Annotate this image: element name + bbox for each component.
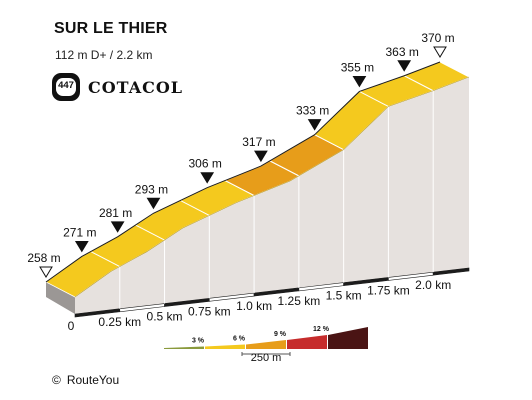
elevation-label: 333 m: [296, 104, 329, 118]
profile-left-cap: [46, 282, 75, 314]
profile-face: [46, 77, 470, 318]
top-km-line: [403, 75, 434, 92]
elevation-marker: [146, 197, 161, 210]
profile-top-surface: [45, 61, 470, 298]
x-tick-label: 0.75 km: [188, 304, 231, 318]
x-tick-label: 2.0 km: [415, 278, 451, 292]
front-edge: [74, 76, 470, 298]
legend-swatch: [287, 335, 327, 349]
footer-credit: © RouteYou: [52, 373, 119, 387]
climb-stats: 112 m D+ / 2.2 km: [55, 48, 153, 62]
top-km-line: [224, 180, 255, 196]
elevation-label: 306 m: [189, 157, 222, 171]
climb-title: SUR LE THIER: [54, 20, 168, 37]
elevation-marker: [397, 60, 412, 72]
elevation-marker: [74, 240, 89, 253]
x-tick-label: 0.25 km: [98, 315, 141, 329]
legend-label: 12 %: [313, 326, 330, 333]
elevation-label: 281 m: [99, 206, 132, 220]
legend-label: 9 %: [274, 331, 287, 338]
profile-front-face: [75, 77, 469, 314]
elevation-marker-hollow: [433, 46, 447, 58]
legend-swatch: [328, 327, 368, 349]
elevation-marker: [307, 119, 322, 131]
base-band: [432, 267, 470, 276]
x-tick-label: 0: [68, 319, 75, 333]
legend-swatch: [164, 346, 204, 349]
elevation-label: 271 m: [63, 225, 96, 239]
top-km-line: [135, 224, 165, 241]
legend-swatch: [205, 344, 245, 349]
x-tick-label: 1.75 km: [367, 283, 410, 297]
top-km-line: [359, 91, 389, 107]
copyright-icon: ©: [52, 373, 61, 387]
elevation-marker: [110, 221, 125, 233]
elevation-label: 370 m: [421, 31, 454, 45]
x-tick-label: 1.5 km: [326, 289, 362, 303]
cotacol-name: COTACOL: [88, 77, 184, 97]
elevation-marker-hollow: [39, 266, 53, 278]
gradient-legend: 3 % 6 % 9 % 12 % 250 m: [164, 326, 368, 364]
top-km-line: [269, 160, 300, 177]
top-km-line: [314, 134, 344, 151]
cotacol-number: 447: [58, 80, 74, 91]
back-edge: [45, 61, 441, 283]
cotacol-logo: 447 COTACOL: [52, 72, 183, 102]
top-km-line: [180, 200, 210, 216]
footer-brand: RouteYou: [66, 373, 120, 387]
cotacol-badge: 447: [52, 73, 80, 101]
elevation-label: 355 m: [341, 60, 374, 74]
legend-label: 3 %: [192, 338, 205, 345]
elevation-marker: [200, 172, 215, 184]
elevation-label: 317 m: [242, 135, 275, 149]
scale-label: 250 m: [251, 352, 282, 364]
x-tick-label: 1.25 km: [278, 294, 321, 308]
elevation-label: 258 m: [27, 251, 60, 265]
x-tick-label: 1.0 km: [236, 299, 272, 313]
elevation-marker: [254, 150, 268, 163]
top-km-line: [90, 251, 121, 267]
elevation-label: 363 m: [386, 45, 419, 59]
legend-label: 6 %: [233, 336, 246, 343]
x-axis: 0 0.25 km 0.5 km 0.75 km 1.0 km 1.25 km 1.5 km…: [68, 278, 452, 333]
legend-swatch: [246, 340, 286, 349]
x-tick-label: 0.5 km: [147, 310, 183, 324]
elevation-label: 293 m: [135, 182, 168, 196]
elevation-marker: [352, 75, 367, 88]
